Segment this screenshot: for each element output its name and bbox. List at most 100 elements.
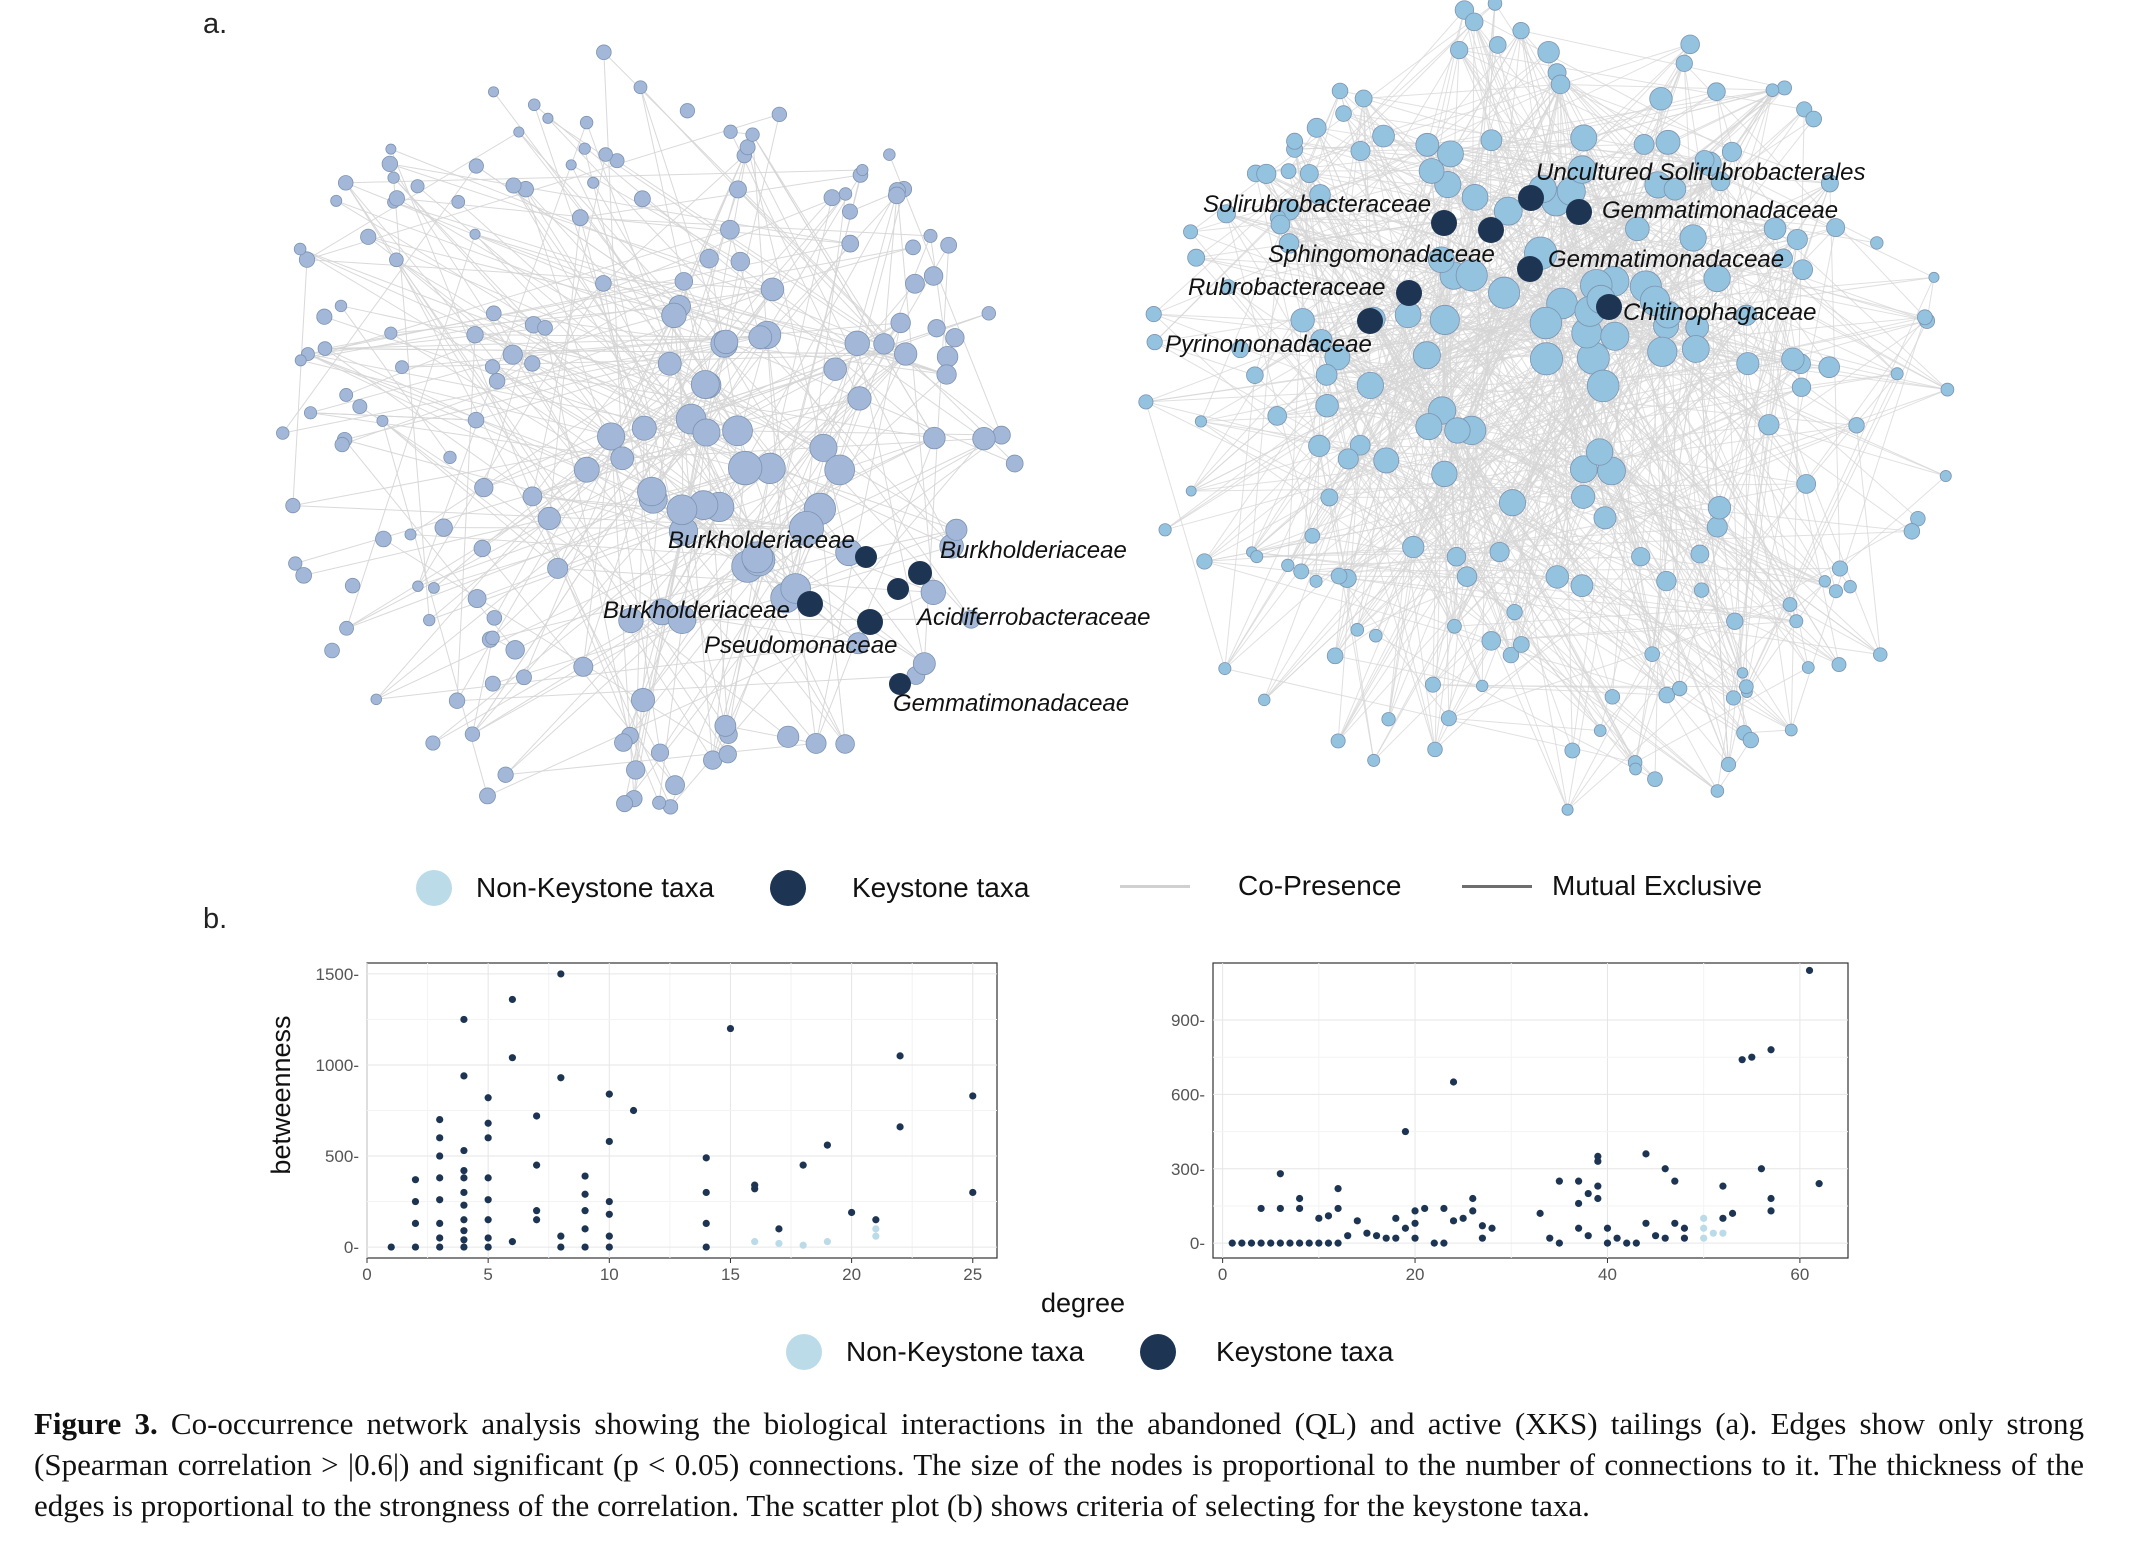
x-tick-label: 40 [1598, 1265, 1617, 1284]
non-keystone-point [824, 1238, 831, 1245]
keystone-point [1767, 1046, 1774, 1053]
keystone-point [533, 1216, 540, 1223]
keystone-point [1402, 1225, 1409, 1232]
keystone-point [606, 1198, 613, 1205]
keystone-point [800, 1162, 807, 1169]
keystone-point [1546, 1235, 1553, 1242]
keystone-point [1344, 1232, 1351, 1239]
keystone-point [485, 1216, 492, 1223]
keystone-point [1450, 1217, 1457, 1224]
keystone-point [1623, 1240, 1630, 1247]
keystone-point [1258, 1205, 1265, 1212]
caption-label: Figure 3. [34, 1406, 158, 1441]
keystone-point [1363, 1230, 1370, 1237]
x-tick-label: 5 [483, 1265, 492, 1284]
keystone-point [1238, 1240, 1245, 1247]
keystone-point [1325, 1212, 1332, 1219]
keystone-point [485, 1134, 492, 1141]
keystone-point [460, 1072, 467, 1079]
keystone-point [1277, 1170, 1284, 1177]
keystone-point [460, 1227, 467, 1234]
keystone-point [630, 1107, 637, 1114]
keystone-point [1440, 1205, 1447, 1212]
keystone-point [1594, 1195, 1601, 1202]
keystone-point [509, 1054, 516, 1061]
keystone-point [436, 1234, 443, 1241]
keystone-point [485, 1243, 492, 1250]
non-keystone-point [872, 1233, 879, 1240]
keystone-point [1488, 1225, 1495, 1232]
keystone-point [1392, 1235, 1399, 1242]
keystone-point [896, 1123, 903, 1130]
keystone-point [557, 1243, 564, 1250]
keystone-point [1469, 1207, 1476, 1214]
keystone-point [436, 1196, 443, 1203]
keystone-point [388, 1243, 395, 1250]
keystone-point [1460, 1215, 1467, 1222]
keystone-point [557, 970, 564, 977]
keystone-point [485, 1196, 492, 1203]
keystone-point [436, 1220, 443, 1227]
keystone-point [1613, 1235, 1620, 1242]
keystone-point [1296, 1195, 1303, 1202]
x-tick-label: 25 [963, 1265, 982, 1284]
x-tick-label: 15 [721, 1265, 740, 1284]
y-tick-label: 500- [325, 1147, 359, 1166]
keystone-point [485, 1174, 492, 1181]
keystone-point [848, 1209, 855, 1216]
keystone-point [1392, 1215, 1399, 1222]
keystone-point [1642, 1220, 1649, 1227]
non-keystone-point [1710, 1230, 1717, 1237]
keystone-point [1671, 1220, 1678, 1227]
non-keystone-point [751, 1238, 758, 1245]
legend-bottom-non-keystone: Non-Keystone taxa [786, 1334, 1084, 1370]
scatter-plot-right: 0 20 40 600-300-600-900- [1171, 963, 1848, 1284]
keystone-point [606, 1233, 613, 1240]
keystone-point [1469, 1195, 1476, 1202]
keystone-point [1286, 1240, 1293, 1247]
keystone-point [436, 1134, 443, 1141]
keystone-point [969, 1189, 976, 1196]
y-axis-title: betweenness [266, 1015, 296, 1174]
y-tick-label: 900- [1171, 1011, 1205, 1030]
keystone-point [606, 1211, 613, 1218]
y-tick-label: 1500- [316, 965, 359, 984]
keystone-point [1585, 1190, 1592, 1197]
keystone-point [1402, 1128, 1409, 1135]
keystone-point [485, 1094, 492, 1101]
keystone-point [1575, 1225, 1582, 1232]
keystone-point [1816, 1180, 1823, 1187]
keystone-point [1604, 1240, 1611, 1247]
keystone-point [460, 1167, 467, 1174]
keystone-point [1421, 1205, 1428, 1212]
keystone-point [1277, 1205, 1284, 1212]
keystone-point [485, 1120, 492, 1127]
keystone-point [1325, 1240, 1332, 1247]
keystone-point [969, 1092, 976, 1099]
x-tick-label: 0 [362, 1265, 371, 1284]
keystone-point [412, 1243, 419, 1250]
keystone-point [1662, 1235, 1669, 1242]
keystone-point [703, 1154, 710, 1161]
keystone-point [557, 1074, 564, 1081]
keystone-point [1277, 1240, 1284, 1247]
keystone-point [460, 1147, 467, 1154]
scatter-plot-left: 0 5 10 15 20 250-500-1000-1500- [316, 963, 997, 1284]
keystone-point [460, 1202, 467, 1209]
x-tick-label: 10 [600, 1265, 619, 1284]
keystone-point [872, 1216, 879, 1223]
keystone-point [412, 1220, 419, 1227]
x-tick-label: 20 [1406, 1265, 1425, 1284]
keystone-point [1575, 1200, 1582, 1207]
keystone-point [1296, 1205, 1303, 1212]
caption-text: Co-occurrence network analysis showing t… [34, 1406, 2084, 1523]
keystone-point [1354, 1217, 1361, 1224]
figure-caption: Figure 3. Co-occurrence network analysis… [34, 1403, 2084, 1526]
keystone-point [1806, 967, 1813, 974]
keystone-point [1411, 1235, 1418, 1242]
y-tick-label: 300- [1171, 1160, 1205, 1179]
keystone-point [1729, 1210, 1736, 1217]
keystone-point [460, 1216, 467, 1223]
keystone-point [1758, 1165, 1765, 1172]
y-tick-label: 0- [1190, 1234, 1205, 1253]
